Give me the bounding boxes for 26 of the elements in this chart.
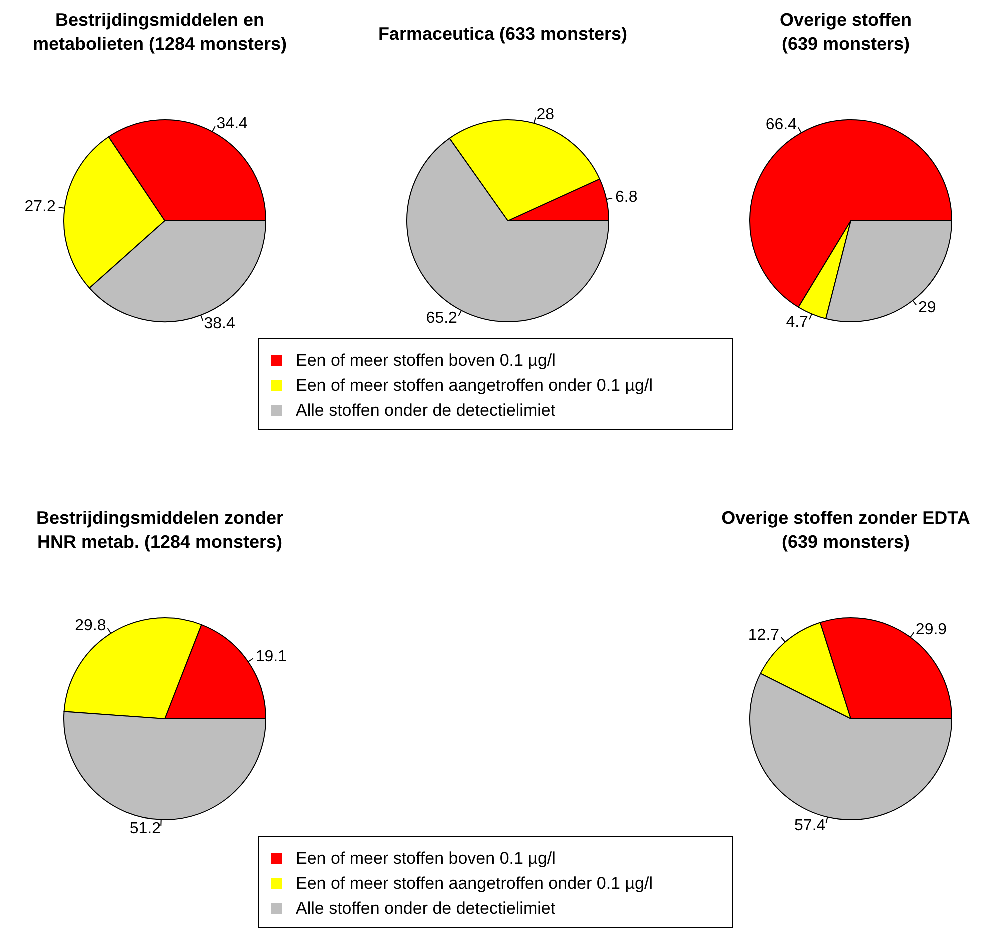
data-label: 29.8 <box>75 618 106 634</box>
data-label: 57.4 <box>794 818 826 835</box>
legend-label: Een of meer stoffen boven 0.1 µg/l <box>296 350 556 370</box>
data-label: 28 <box>536 106 555 124</box>
data-label: 19.1 <box>256 648 288 666</box>
chart-title: Overige stoffen (639 monsters) <box>778 9 914 56</box>
data-label: 29 <box>918 299 936 316</box>
data-label: 27.2 <box>24 198 56 216</box>
legend-label: Een of meer stoffen boven 0.1 µg/l <box>296 848 556 868</box>
data-label: 51.2 <box>130 820 162 838</box>
chart-title: Bestrijdingsmiddelen zonder HNR metab. (1284 monsters) <box>35 507 285 554</box>
data-label: 34.4 <box>216 115 248 132</box>
legend-label: Een of meer stoffen aangetroffen onder 0.1 µg/l <box>296 874 653 894</box>
data-label: 66.4 <box>766 116 798 134</box>
data-label: 29.9 <box>916 622 948 639</box>
data-label: 6.8 <box>616 189 638 206</box>
legend-label: Een of meer stoffen aangetroffen onder 0.1 µg/l <box>296 376 653 396</box>
data-label: 12.7 <box>748 626 780 644</box>
legend-label: Alle stoffen onder de detectielimiet <box>296 898 556 918</box>
chart-title: Bestrijdingsmiddelen en metabolieten (1284 monsters) <box>32 9 288 56</box>
data-label: 4.7 <box>786 314 809 331</box>
legend-label: Alle stoffen onder de detectielimiet <box>296 400 556 420</box>
chart-title: Overige stoffen zonder EDTA (639 monsters) <box>720 507 972 554</box>
data-label: 65.2 <box>426 310 458 328</box>
data-label: 38.4 <box>204 315 236 332</box>
chart-title: Farmaceutica (633 monsters) <box>377 23 629 46</box>
